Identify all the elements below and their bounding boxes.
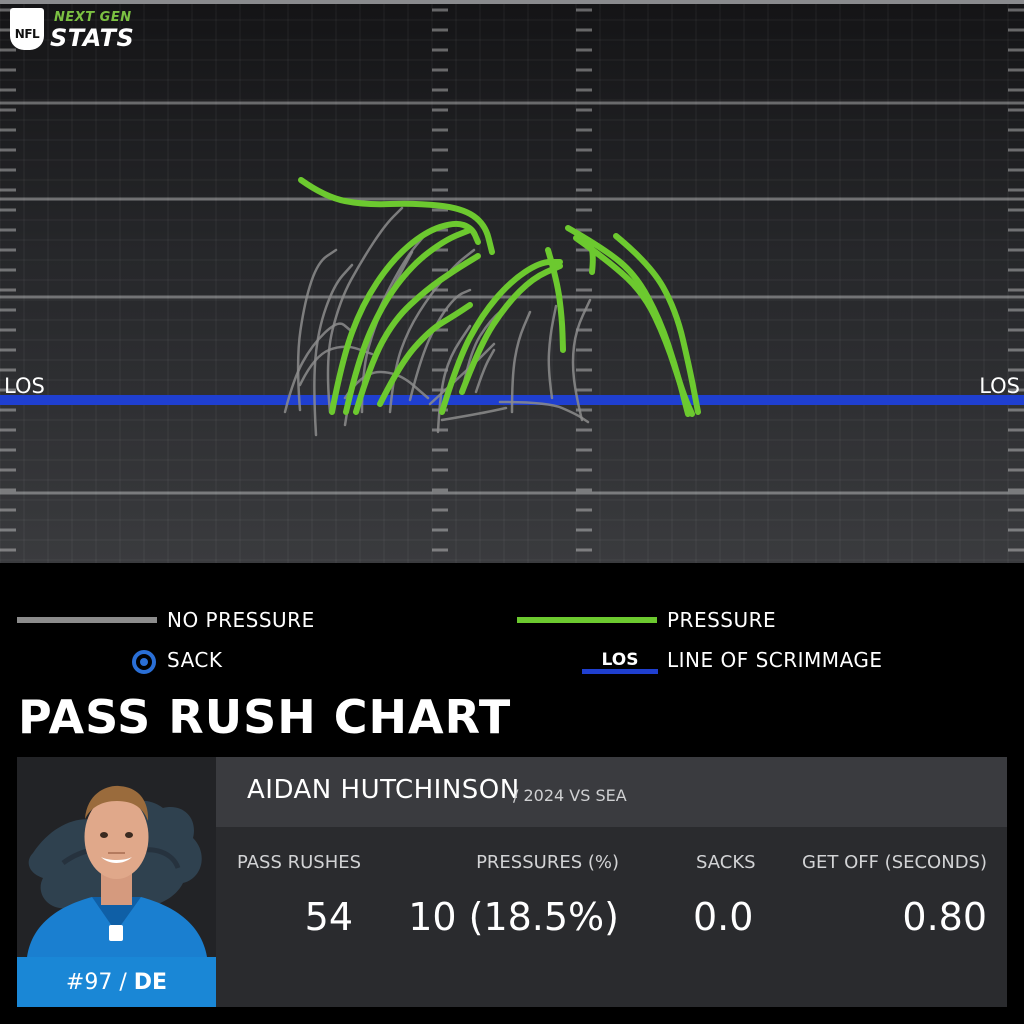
no-pressure-path [440,406,508,422]
stat-value-sacks: 0.0 [693,895,754,939]
los-label-right: LOS [979,374,1020,398]
next-gen-stats-logo: NFL NEXT GEN STATS [8,8,158,56]
legend-sack-label: SACK [167,648,223,672]
jersey-band: #97 / DE [17,957,216,1007]
player-position: DE [133,969,168,995]
pressure-path [613,233,701,415]
field-chart: NFL NEXT GEN STATS LOS LOS [0,0,1024,563]
legend-pressure-label: PRESSURE [667,608,777,632]
pressure-path [329,220,481,415]
pressure-path [573,235,695,417]
pressure-path [298,177,495,255]
player-name: AIDAN HUTCHINSON [247,775,520,805]
stat-value-pass-rushes: 54 [304,895,353,939]
no-pressure-path [436,324,472,434]
legend-los-key-text: LOS [601,650,639,670]
los-label-left: LOS [4,374,45,398]
pressure-path [459,263,563,395]
field-svg [0,0,1024,563]
no-pressure-path [283,322,352,414]
nfl-shield-icon: NFL [10,8,44,50]
pressure-path [353,253,481,415]
stat-value-get-off: 0.80 [902,895,987,939]
stat-label-pressures: PRESSURES (%) [476,852,619,873]
no-pressure-path [571,298,592,422]
pressure-path [585,237,596,275]
no-pressure-path [510,310,532,414]
legend-no-pressure-line [17,617,157,623]
legend-no-pressure-label: NO PRESSURE [167,608,315,632]
pressure-path [343,227,473,415]
stat-label-pass-rushes: PASS RUSHES [237,852,362,873]
logo-line-next-gen: NEXT GEN [54,10,132,25]
no-pressure-path [298,345,374,387]
legend-los-key-bar [582,669,658,674]
pressure-path [439,259,563,415]
stat-label-get-off: GET OFF (SECONDS) [802,852,987,873]
sack-marker-icon [132,650,156,674]
legend-pressure-line [517,617,657,623]
no-pressure-path [296,248,338,412]
nfl-shield-text: NFL [14,27,40,41]
pressure-path [545,247,566,353]
jersey-number: #97 [65,969,113,995]
pressure-path [565,225,691,417]
jersey-separator: / [119,969,127,995]
chart-title: PASS RUSH CHART [18,690,512,744]
no-pressure-path [547,304,558,400]
no-pressure-path [474,348,496,394]
player-season-opponent: / 2024 VS SEA [513,786,627,805]
no-pressure-path [498,400,590,424]
player-name-bar: AIDAN HUTCHINSON / 2024 VS SEA [216,757,1007,827]
logo-line-stats: STATS [50,24,135,52]
stat-label-sacks: SACKS [696,852,756,873]
stat-value-pressures: 10 (18.5%) [408,895,619,939]
no-pressure-path [326,206,404,414]
no-pressure-path [408,288,472,402]
pressure-path [377,302,473,407]
legend-los-label: LINE OF SCRIMMAGE [667,648,883,672]
no-pressure-path [313,263,354,437]
rush-paths [283,177,701,437]
legend-los-key: LOS [582,650,658,674]
player-headshot [27,785,207,957]
player-card: #97 / DE AIDAN HUTCHINSON / 2024 VS SEA … [17,757,1007,1007]
